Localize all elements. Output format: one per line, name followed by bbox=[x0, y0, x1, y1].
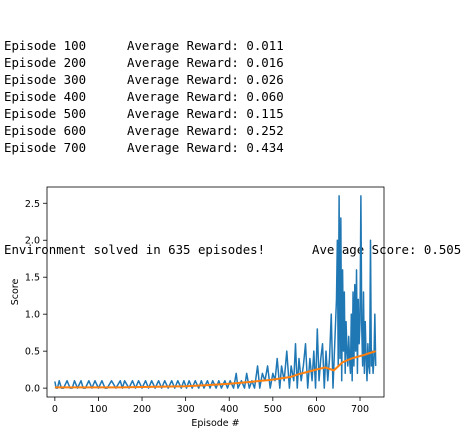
score-chart: 0 100 200 300 400 500 600 700 0.0 0.5 1.0 1.5 2.0 2.5… bbox=[10, 186, 385, 429]
x-axis-label: Episode # bbox=[191, 418, 239, 429]
average-reward: Average Reward: 0.115 bbox=[127, 106, 284, 121]
y-axis-label: Score bbox=[10, 279, 21, 306]
x-tick-label: 600 bbox=[307, 404, 325, 415]
plot-frame bbox=[46, 186, 385, 398]
training-log: Episode 100 Average Reward: 0.011 Episode … bbox=[4, 3, 461, 275]
y-tick-label: 2.0 bbox=[25, 236, 40, 247]
episode-label: Episode 600 bbox=[4, 123, 87, 138]
episode-log-line: Episode 100 Average Reward: 0.011 bbox=[4, 37, 461, 54]
episode-log-line: Episode 500 Average Reward: 0.115 bbox=[4, 105, 461, 122]
moving-average-line bbox=[54, 350, 377, 389]
solved-message: Environment solved in 635 episodes! bbox=[4, 242, 266, 257]
x-tick-label: 700 bbox=[351, 404, 369, 415]
x-tick-label: 400 bbox=[220, 404, 238, 415]
average-reward: Average Reward: 0.252 bbox=[127, 123, 284, 138]
x-tick-label: 300 bbox=[177, 404, 195, 415]
episode-log-lines: Episode 100 Average Reward: 0.011 Episode … bbox=[4, 37, 461, 156]
y-tick-label: 0.5 bbox=[25, 347, 40, 358]
x-tick-label: 100 bbox=[89, 404, 107, 415]
average-reward: Average Reward: 0.026 bbox=[127, 72, 284, 87]
episode-label: Episode 100 bbox=[4, 38, 87, 53]
episode-label: Episode 300 bbox=[4, 72, 87, 87]
solved-line: Environment solved in 635 episodes! Avera… bbox=[4, 241, 461, 258]
x-tick-label: 0 bbox=[52, 404, 58, 415]
average-reward: Average Reward: 0.016 bbox=[127, 55, 284, 70]
episode-label: Episode 700 bbox=[4, 140, 87, 155]
episode-log-line: Episode 700 Average Reward: 0.434 bbox=[4, 139, 461, 156]
episode-label: Episode 200 bbox=[4, 55, 87, 70]
episode-log-line: Episode 200 Average Reward: 0.016 bbox=[4, 54, 461, 71]
episode-log-line: Episode 400 Average Reward: 0.060 bbox=[4, 88, 461, 105]
average-reward: Average Reward: 0.060 bbox=[127, 89, 284, 104]
y-tick-label: 1.5 bbox=[25, 273, 40, 284]
x-tick-label: 500 bbox=[264, 404, 282, 415]
average-reward: Average Reward: 0.434 bbox=[127, 140, 284, 155]
episode-label: Episode 400 bbox=[4, 89, 87, 104]
x-tick-label: 200 bbox=[133, 404, 151, 415]
episode-label: Episode 500 bbox=[4, 106, 87, 121]
episode-log-line: Episode 600 Average Reward: 0.252 bbox=[4, 122, 461, 139]
y-tick-label: 2.5 bbox=[25, 199, 40, 210]
episode-log-line: Episode 300 Average Reward: 0.026 bbox=[4, 71, 461, 88]
y-tick-label: 0.0 bbox=[25, 384, 40, 395]
score-series-line bbox=[54, 195, 377, 389]
average-reward: Average Reward: 0.011 bbox=[127, 38, 284, 53]
y-tick-label: 1.0 bbox=[25, 310, 40, 321]
